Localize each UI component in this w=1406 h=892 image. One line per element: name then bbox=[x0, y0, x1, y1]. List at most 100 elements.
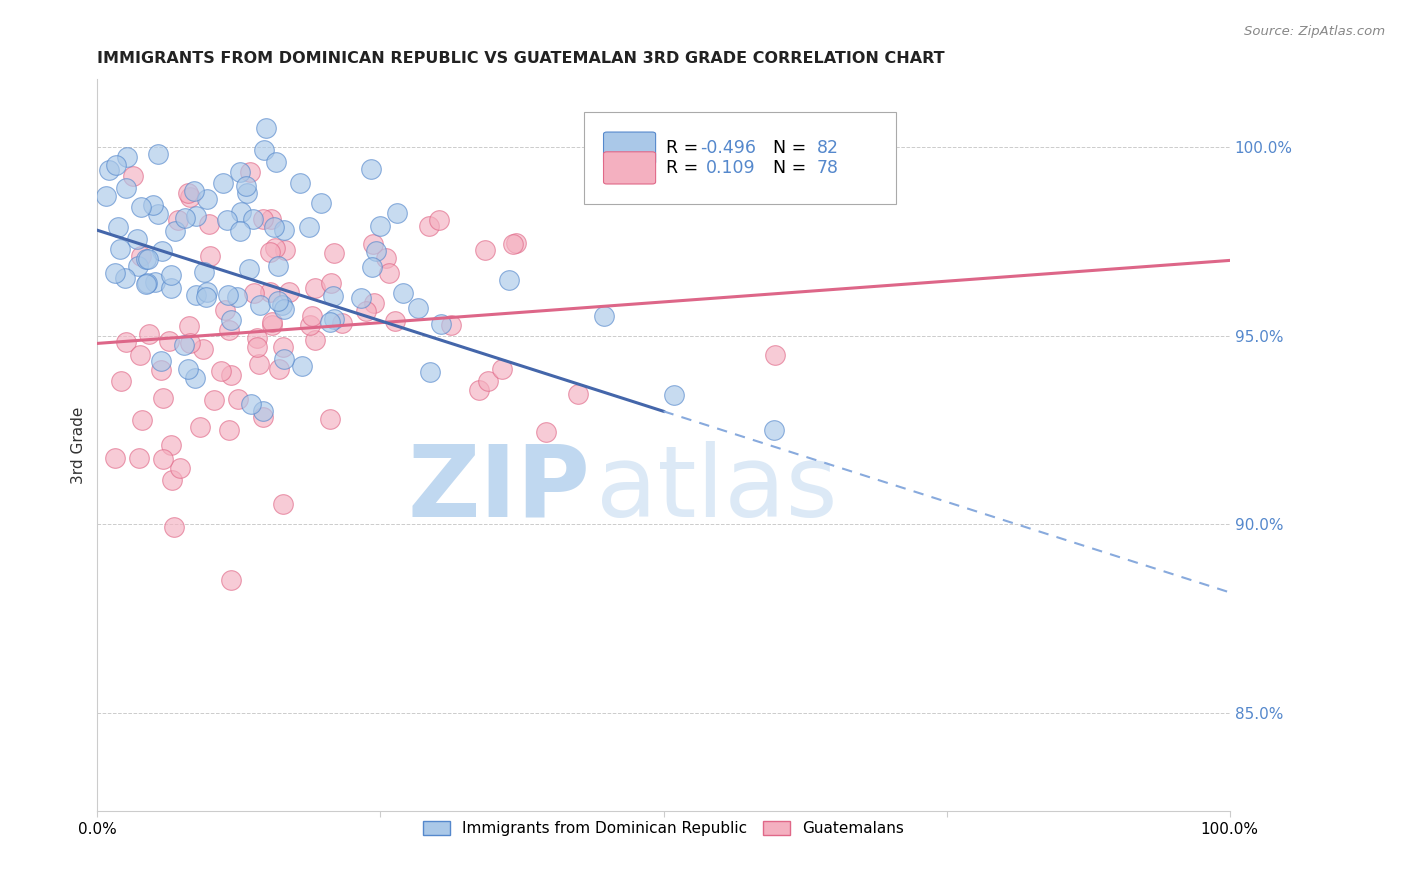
Point bbox=[160, 268, 183, 283]
Point bbox=[235, 179, 257, 194]
Point bbox=[114, 271, 136, 285]
Point bbox=[273, 302, 295, 317]
Point bbox=[592, 309, 614, 323]
FancyBboxPatch shape bbox=[603, 132, 655, 164]
Point bbox=[263, 241, 285, 255]
Point bbox=[391, 286, 413, 301]
Point bbox=[264, 155, 287, 169]
Point bbox=[360, 260, 382, 275]
Point bbox=[301, 309, 323, 323]
Text: 78: 78 bbox=[817, 159, 838, 177]
Point bbox=[311, 196, 333, 211]
Point bbox=[567, 386, 589, 401]
Point bbox=[218, 423, 240, 437]
Point bbox=[273, 352, 295, 367]
Point bbox=[664, 388, 686, 402]
Point bbox=[129, 201, 152, 215]
Point bbox=[267, 294, 290, 309]
Point bbox=[128, 348, 150, 362]
Point bbox=[108, 242, 131, 256]
Point bbox=[229, 165, 252, 179]
Point bbox=[218, 323, 240, 337]
Point bbox=[270, 298, 292, 312]
Point bbox=[427, 213, 450, 227]
Point bbox=[110, 375, 132, 389]
Point bbox=[242, 286, 264, 301]
Point bbox=[104, 451, 127, 466]
Point bbox=[247, 357, 270, 371]
Point bbox=[363, 296, 385, 310]
Point bbox=[505, 235, 527, 250]
Point bbox=[183, 184, 205, 198]
Point bbox=[150, 244, 173, 258]
Point bbox=[143, 275, 166, 289]
Point bbox=[440, 318, 463, 333]
Text: ZIP: ZIP bbox=[408, 441, 591, 538]
Y-axis label: 3rd Grade: 3rd Grade bbox=[72, 407, 86, 484]
Point bbox=[163, 223, 186, 237]
Point bbox=[148, 146, 170, 161]
Point bbox=[131, 413, 153, 427]
Point bbox=[163, 520, 186, 534]
Point bbox=[219, 368, 242, 382]
Text: 0.109: 0.109 bbox=[706, 159, 755, 177]
Point bbox=[406, 301, 429, 315]
Point bbox=[304, 333, 326, 347]
Text: IMMIGRANTS FROM DOMINICAN REPUBLIC VS GUATEMALAN 3RD GRADE CORRELATION CHART: IMMIGRANTS FROM DOMINICAN REPUBLIC VS GU… bbox=[97, 51, 945, 66]
Point bbox=[169, 461, 191, 475]
Point bbox=[107, 219, 129, 234]
Point bbox=[330, 316, 353, 330]
Point bbox=[474, 243, 496, 257]
Point bbox=[271, 497, 294, 511]
Text: Source: ZipAtlas.com: Source: ZipAtlas.com bbox=[1244, 25, 1385, 38]
Point bbox=[323, 245, 346, 260]
Point bbox=[105, 158, 128, 172]
FancyBboxPatch shape bbox=[585, 112, 896, 203]
Point bbox=[762, 423, 785, 437]
Point bbox=[260, 318, 283, 332]
Point bbox=[246, 340, 269, 354]
Point bbox=[429, 317, 451, 331]
Point bbox=[212, 177, 235, 191]
Point bbox=[229, 204, 252, 219]
Point bbox=[321, 276, 343, 290]
Point bbox=[249, 298, 271, 312]
Point bbox=[239, 397, 262, 411]
Point bbox=[179, 336, 201, 351]
Point bbox=[763, 348, 786, 362]
Point bbox=[149, 363, 172, 377]
Point bbox=[104, 266, 127, 280]
Point bbox=[252, 410, 274, 425]
Point bbox=[184, 209, 207, 223]
Point bbox=[242, 211, 264, 226]
Point bbox=[477, 375, 499, 389]
Point bbox=[271, 339, 294, 353]
Point bbox=[297, 220, 319, 235]
Point bbox=[219, 573, 242, 587]
Point bbox=[195, 193, 218, 207]
Point bbox=[195, 285, 218, 299]
Point bbox=[128, 259, 150, 273]
Point bbox=[129, 249, 152, 263]
Point bbox=[238, 262, 260, 277]
Point bbox=[179, 190, 201, 204]
Point bbox=[127, 232, 149, 246]
Point bbox=[419, 365, 441, 379]
Point bbox=[260, 211, 283, 226]
Point bbox=[498, 272, 520, 286]
Point bbox=[219, 313, 242, 327]
Point bbox=[246, 331, 269, 345]
Point bbox=[259, 245, 281, 260]
Point bbox=[260, 315, 283, 329]
Point bbox=[149, 353, 172, 368]
Text: R =: R = bbox=[666, 139, 703, 157]
Point bbox=[364, 244, 387, 259]
Point bbox=[152, 392, 174, 406]
Point bbox=[173, 338, 195, 352]
Point bbox=[267, 362, 290, 376]
Point bbox=[278, 285, 301, 299]
Point bbox=[135, 277, 157, 291]
Point bbox=[160, 281, 183, 295]
Point bbox=[226, 392, 249, 406]
Point bbox=[254, 121, 277, 136]
